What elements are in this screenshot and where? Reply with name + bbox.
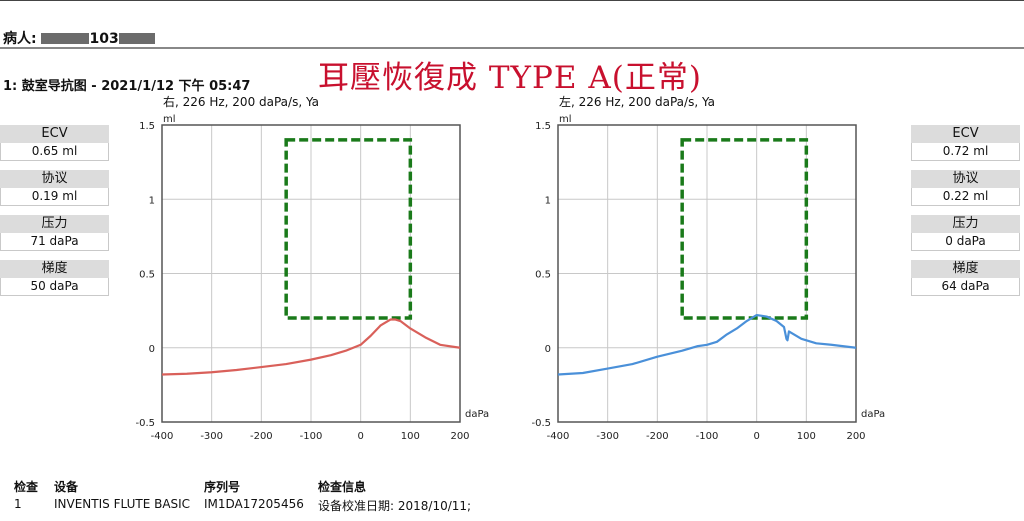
x-tick-label: 200 <box>846 431 865 442</box>
param-label: 梯度 <box>0 260 109 278</box>
left-ear-tympanogram: -400 -300 -200 -100 0 100 200 -0.5 0 0.5 1 1.5 daPa m… <box>531 114 885 442</box>
param-value: 0 daPa <box>911 233 1020 251</box>
param-gradient: 梯度 64 daPa <box>911 260 1020 296</box>
x-tick-label: -400 <box>547 431 570 442</box>
param-label: 梯度 <box>911 260 1020 278</box>
redacted-block <box>118 33 155 44</box>
y-tick-label: -0.5 <box>135 418 155 429</box>
separator-line <box>0 47 1024 49</box>
top-border <box>0 0 1024 1</box>
x-tick-label: 200 <box>450 431 469 442</box>
param-value: 0.19 ml <box>0 188 109 206</box>
param-pressure: 压力 71 daPa <box>0 215 109 251</box>
x-tick-label: -200 <box>646 431 669 442</box>
param-label: ECV <box>0 125 109 143</box>
param-gradient: 梯度 50 daPa <box>0 260 109 296</box>
param-label: 协议 <box>911 170 1020 188</box>
param-value: 64 daPa <box>911 278 1020 296</box>
y-tick-label: 0.5 <box>139 270 155 281</box>
y-axis-label: ml <box>559 114 572 125</box>
footer-header: 检查信息 <box>318 480 367 494</box>
y-tick-label: -0.5 <box>531 418 551 429</box>
reference-box <box>680 138 809 320</box>
param-value: 71 daPa <box>0 233 109 251</box>
param-protocol: 协议 0.19 ml <box>0 170 109 206</box>
footer-cell: 设备校准日期: 2018/10/11; <box>318 499 472 513</box>
param-value: 0.65 ml <box>0 143 109 161</box>
x-tick-label: -300 <box>200 431 223 442</box>
footer-header: 设备 <box>54 480 79 494</box>
param-value: 0.22 ml <box>911 188 1020 206</box>
param-label: ECV <box>911 125 1020 143</box>
series-line <box>161 318 461 376</box>
left-ear-label: 左, 226 Hz, 200 daPa/s, Ya <box>559 95 715 109</box>
patient-line: 病人: 103 <box>3 28 155 48</box>
test-title: 1: 鼓室导抗图 - 2021/1/12 下午 05:47 <box>3 79 251 94</box>
footer-header: 检查 <box>14 480 39 494</box>
x-tick-label: 100 <box>401 431 420 442</box>
y-tick-label: 0.5 <box>535 270 551 281</box>
reference-box <box>284 138 413 320</box>
redacted-block <box>41 33 90 44</box>
param-value: 50 daPa <box>0 278 109 296</box>
right-ear-tympanogram: -400 -300 -200 -100 0 100 200 -0.5 0 0.5 1 1.5 daPa m… <box>135 114 489 442</box>
x-tick-label: -100 <box>300 431 323 442</box>
footer-cell: 1 <box>14 497 22 511</box>
x-tick-label: 0 <box>753 431 759 442</box>
patient-id-fragment: 103 <box>89 31 119 47</box>
y-tick-label: 0 <box>545 344 551 355</box>
y-tick-label: 1 <box>149 195 155 206</box>
param-label: 协议 <box>0 170 109 188</box>
x-tick-label: -400 <box>151 431 174 442</box>
param-pressure: 压力 0 daPa <box>911 215 1020 251</box>
param-label: 压力 <box>0 215 109 233</box>
x-tick-label: 100 <box>797 431 816 442</box>
param-ecv: ECV 0.72 ml <box>911 125 1020 161</box>
series-line <box>557 313 857 376</box>
left-ear-params: ECV 0.72 ml 协议 0.22 ml 压力 0 daPa 梯度 64 d… <box>911 125 1020 305</box>
y-tick-label: 0 <box>149 344 155 355</box>
patient-label: 病人: <box>3 31 37 47</box>
x-tick-label: -100 <box>696 431 719 442</box>
x-tick-label: 0 <box>357 431 363 442</box>
footer-header: 序列号 <box>204 480 241 494</box>
footer-cell: IM1DA17205456 <box>204 497 304 511</box>
right-ear-label: 右, 226 Hz, 200 daPa/s, Ya <box>163 95 319 109</box>
plot-frame <box>557 124 857 423</box>
param-protocol: 协议 0.22 ml <box>911 170 1020 206</box>
y-axis-label: ml <box>163 114 176 125</box>
x-axis-label: daPa <box>861 409 885 420</box>
y-tick-label: 1.5 <box>139 121 155 132</box>
param-value: 0.72 ml <box>911 143 1020 161</box>
param-label: 压力 <box>911 215 1020 233</box>
x-tick-label: -300 <box>596 431 619 442</box>
annotation-text: 耳壓恢復成 TYPE A(正常) <box>318 60 702 96</box>
x-axis-label: daPa <box>465 409 489 420</box>
y-tick-label: 1.5 <box>535 121 551 132</box>
plot-frame <box>161 124 461 423</box>
param-ecv: ECV 0.65 ml <box>0 125 109 161</box>
right-ear-params: ECV 0.65 ml 协议 0.19 ml 压力 71 daPa 梯度 50 … <box>0 125 109 305</box>
footer-cell: INVENTIS FLUTE BASIC <box>54 497 191 511</box>
y-tick-label: 1 <box>545 195 551 206</box>
x-tick-label: -200 <box>250 431 273 442</box>
